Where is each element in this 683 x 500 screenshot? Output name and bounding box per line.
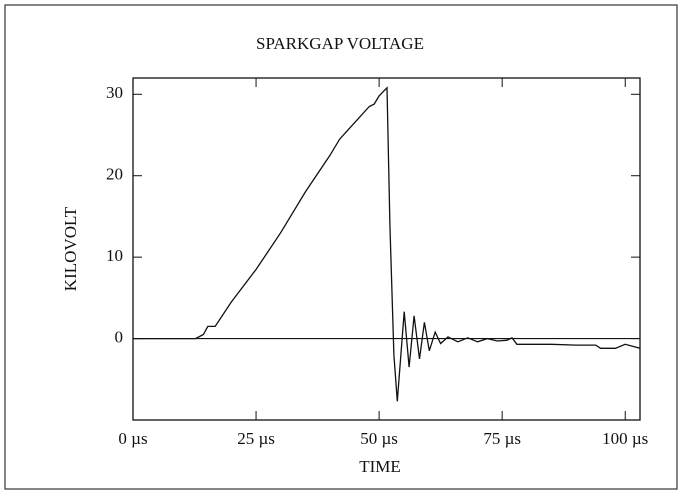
y-axis-label: KILOVOLT bbox=[61, 206, 80, 291]
x-tick-label: 0 µs bbox=[118, 429, 147, 448]
x-tick-label: 50 µs bbox=[360, 429, 398, 448]
line bbox=[133, 86, 641, 402]
y-tick-label: 0 bbox=[115, 327, 124, 346]
chart-title: SPARKGAP VOLTAGE bbox=[256, 34, 424, 53]
y-tick-label: 20 bbox=[106, 165, 123, 184]
y-tick-label: 30 bbox=[106, 83, 123, 102]
x-tick-label: 100 µs bbox=[602, 429, 648, 448]
x-axis-label: TIME bbox=[359, 457, 401, 476]
plot-area bbox=[132, 77, 641, 421]
x-tick-label: 25 µs bbox=[237, 429, 275, 448]
frame bbox=[4, 4, 678, 490]
y-tick-label: 10 bbox=[106, 246, 123, 265]
x-tick-label: 75 µs bbox=[483, 429, 521, 448]
